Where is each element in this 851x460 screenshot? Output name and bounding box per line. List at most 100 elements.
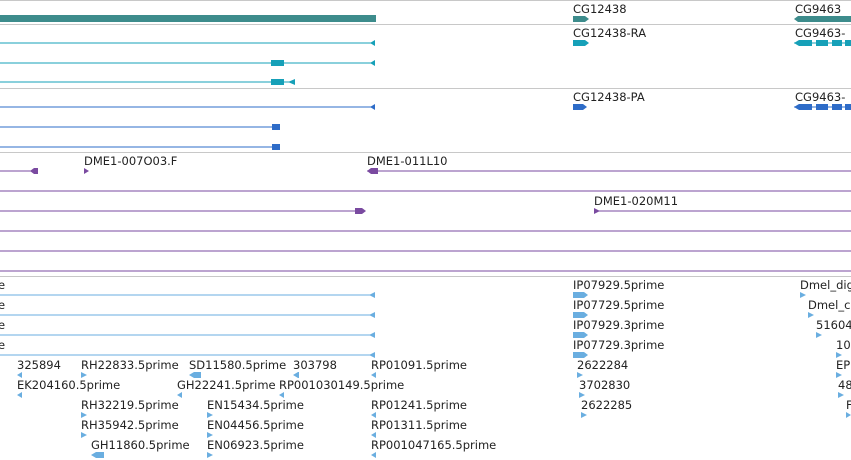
est-arrow — [17, 372, 22, 378]
est-label[interactable]: RP01241.5prime — [371, 398, 467, 412]
est-label[interactable]: e — [0, 278, 5, 292]
gene-feature-cg9463[interactable] — [794, 16, 851, 22]
protein-exon[interactable] — [272, 144, 280, 150]
transcript-track: CG12438-RA CG9463- — [0, 26, 851, 85]
est-label[interactable]: EN06923.5prime — [207, 438, 304, 452]
est-arrow — [81, 372, 87, 378]
bac-clone-label[interactable]: DME1-020M11 — [594, 194, 678, 208]
est-arrow — [207, 452, 213, 458]
est-label[interactable]: GH22241.5prime — [177, 378, 276, 392]
bac-clone-end — [355, 208, 366, 214]
est-label[interactable]: 325894 — [17, 358, 61, 372]
est-label[interactable]: EK204160.5prime — [17, 378, 120, 392]
est-arrow — [177, 392, 182, 398]
bac-clone-label[interactable]: DME1-011L10 — [367, 154, 448, 168]
est-arrow — [369, 332, 375, 338]
est-arrow — [17, 392, 22, 398]
est-arrow — [846, 412, 851, 418]
est-label[interactable]: SD11580.5prime — [189, 358, 286, 372]
est-arrow — [189, 372, 201, 378]
gene-label-cg12438[interactable]: CG12438 — [573, 2, 627, 16]
est-arrow — [836, 372, 842, 378]
bac-clone-end — [594, 208, 600, 214]
transcript-arrow — [288, 79, 295, 85]
protein-exon[interactable] — [272, 124, 280, 130]
est-arrow — [279, 392, 284, 398]
est-label[interactable]: e — [0, 338, 5, 352]
est-arrow — [207, 412, 213, 418]
est-arrow — [293, 372, 299, 378]
est-label[interactable]: 2622284 — [577, 358, 628, 372]
gene-label-cg9463[interactable]: CG9463 — [795, 2, 841, 16]
transcript-exon[interactable] — [271, 79, 284, 85]
est-label[interactable]: F — [846, 398, 851, 412]
est-label[interactable]: IP07929.3prime — [573, 318, 664, 332]
est-feature[interactable] — [573, 292, 588, 298]
bac-clone-end — [367, 168, 378, 174]
est-label[interactable]: 3702830 — [579, 378, 630, 392]
est-arrow — [577, 372, 583, 378]
est-label[interactable]: EN15434.5prime — [207, 398, 304, 412]
est-label[interactable]: GH11860.5prime — [91, 438, 190, 452]
est-arrow — [371, 372, 376, 378]
bac-clone-label[interactable]: DME1-007O03.F — [84, 154, 177, 168]
est-label[interactable]: Dmel_dig — [800, 278, 851, 292]
est-arrow — [207, 432, 213, 438]
est-arrow — [836, 352, 842, 358]
est-arrow — [369, 292, 375, 298]
gene-feature-cg12438[interactable] — [573, 16, 589, 22]
est-label[interactable]: RP01311.5prime — [371, 418, 467, 432]
est-arrow — [369, 352, 375, 358]
protein-feature-cg9463[interactable] — [794, 104, 851, 110]
est-label[interactable]: e — [0, 298, 5, 312]
est-label[interactable]: RH32219.5prime — [81, 398, 179, 412]
est-label[interactable]: Dmel_c — [808, 298, 850, 312]
est-label[interactable]: RP01091.5prime — [371, 358, 467, 372]
est-arrow — [800, 292, 806, 298]
transcript-label-cg9463[interactable]: CG9463- — [795, 26, 845, 40]
est-arrow — [808, 312, 814, 318]
est-label[interactable]: IP07729.5prime — [573, 298, 664, 312]
est-label[interactable]: 303798 — [293, 358, 337, 372]
bac-clone-track: DME1-007O03.F DME1-011L10 DME1-020M11 — [0, 154, 851, 272]
protein-label-cg9463[interactable]: CG9463- — [795, 90, 845, 104]
transcript-feature-cg12438-ra[interactable] — [573, 40, 589, 46]
est-feature[interactable] — [573, 312, 588, 318]
transcript-label-cg12438-ra[interactable]: CG12438-RA — [573, 26, 646, 40]
est-label[interactable]: 51604 — [816, 318, 851, 332]
est-label[interactable]: RH22833.5prime — [81, 358, 179, 372]
transcript-exon[interactable] — [271, 60, 284, 66]
gene-track: CG12438 CG9463 — [0, 2, 851, 22]
est-arrow — [838, 392, 844, 398]
est-label[interactable]: RH35942.5prime — [81, 418, 179, 432]
est-arrow — [371, 452, 376, 458]
transcript-arrow — [370, 60, 375, 66]
est-arrow — [816, 332, 822, 338]
est-arrow — [81, 412, 87, 418]
est-arrow — [371, 412, 376, 418]
transcript-feature-cg9463[interactable] — [794, 40, 851, 46]
est-label[interactable]: RP001047165.5prime — [371, 438, 496, 452]
protein-feature-cg12438-pa[interactable] — [573, 104, 587, 110]
est-label[interactable]: 48 — [838, 378, 851, 392]
est-feature[interactable] — [573, 332, 588, 338]
est-label[interactable]: EP — [836, 358, 850, 372]
est-track: e e e e 325894 RH22833.5prime SD11580.5p… — [0, 278, 851, 458]
est-label[interactable]: 10 — [836, 338, 851, 352]
est-label[interactable]: 2622285 — [581, 398, 632, 412]
est-label[interactable]: IP07729.3prime — [573, 338, 664, 352]
est-label[interactable]: e — [0, 318, 5, 332]
est-feature[interactable] — [573, 352, 588, 358]
est-arrow — [579, 392, 585, 398]
est-label[interactable]: RP001030149.5prime — [279, 378, 404, 392]
protein-track: CG12438-PA CG9463- — [0, 90, 851, 150]
est-label[interactable]: EN04456.5prime — [207, 418, 304, 432]
est-label[interactable]: IP07929.5prime — [573, 278, 664, 292]
est-arrow — [581, 412, 587, 418]
transcript-arrow — [370, 40, 375, 46]
protein-label-cg12438-pa[interactable]: CG12438-PA — [573, 90, 645, 104]
gene-feature-bar[interactable] — [0, 15, 376, 22]
bac-clone-end — [84, 168, 89, 174]
protein-arrow — [370, 104, 375, 110]
